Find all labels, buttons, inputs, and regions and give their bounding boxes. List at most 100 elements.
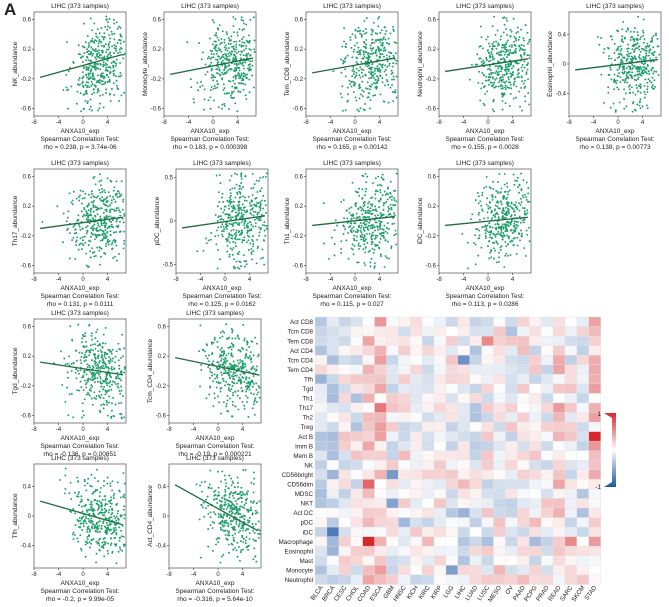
scatter-point xyxy=(642,105,644,107)
scatter-point xyxy=(63,213,65,215)
scatter-point xyxy=(244,357,246,359)
scatter-point xyxy=(635,47,637,49)
scatter-point xyxy=(355,190,357,192)
scatter-point xyxy=(100,200,102,202)
scatter-point xyxy=(104,537,106,539)
scatter-point xyxy=(88,50,90,52)
scatter-point xyxy=(364,194,366,196)
scatter-point xyxy=(252,539,254,541)
scatter-point xyxy=(489,252,491,254)
scatter-point xyxy=(221,55,223,57)
scatter-point xyxy=(105,243,107,245)
scatter-point xyxy=(255,561,257,563)
scatter-point xyxy=(474,234,476,236)
scatter-point xyxy=(245,98,247,100)
scatter-point xyxy=(528,227,530,229)
scatter-point xyxy=(111,410,113,412)
scatter-point xyxy=(120,516,122,518)
scatter-point xyxy=(645,47,647,49)
scatter-point xyxy=(89,503,91,505)
scatter-point xyxy=(122,201,124,203)
scatter-point xyxy=(348,226,350,228)
scatter-point xyxy=(353,217,355,219)
scatter-point xyxy=(370,44,372,46)
scatter-point xyxy=(224,93,226,95)
scatter-point xyxy=(83,208,85,210)
scatter-point xyxy=(340,72,342,74)
scatter-point xyxy=(640,36,642,38)
scatter-point xyxy=(246,200,248,202)
scatter-point xyxy=(371,48,373,50)
scatter-point xyxy=(388,56,390,58)
scatter-point xyxy=(112,242,114,244)
scatter-point xyxy=(230,388,232,390)
scatter-point xyxy=(237,193,239,195)
scatter-point xyxy=(243,518,245,520)
scatter-point xyxy=(394,214,396,216)
y-tick-label: 0.6 xyxy=(295,17,304,23)
scatter-point xyxy=(248,48,250,50)
y-tick-label: 0.6 xyxy=(295,174,304,180)
scatter-point xyxy=(365,226,367,228)
scatter-point xyxy=(496,261,498,263)
scatter-point xyxy=(100,349,102,351)
scatter-point xyxy=(242,360,244,362)
scatter-point xyxy=(85,359,87,361)
scatter-point xyxy=(491,210,493,212)
scatter-point xyxy=(507,40,509,42)
scatter-point xyxy=(347,93,349,95)
scatter-point xyxy=(512,240,514,242)
scatter-point xyxy=(248,249,250,251)
scatter-point xyxy=(256,401,258,403)
y-tick-label: -0.6 xyxy=(293,264,304,270)
scatter-point xyxy=(488,208,490,210)
scatter-point xyxy=(511,46,513,48)
scatter-point xyxy=(513,98,515,100)
scatter-point xyxy=(71,239,73,241)
scatter-point xyxy=(237,267,239,269)
scatter-point xyxy=(241,16,243,18)
scatter-point xyxy=(254,556,256,558)
scatter-point xyxy=(213,53,215,55)
scatter-point xyxy=(213,22,215,24)
scatter-point xyxy=(342,60,344,62)
scatter-point xyxy=(507,243,509,245)
scatter-point xyxy=(381,185,383,187)
scatter-point xyxy=(517,69,519,71)
scatter-point xyxy=(226,213,228,215)
stat-test-label: Spearman Correlation Test: xyxy=(312,136,391,143)
scatter-point xyxy=(123,517,125,519)
x-axis-label: ANXA10_exp xyxy=(595,128,634,135)
scatter-point xyxy=(384,266,386,268)
scatter-point xyxy=(106,531,108,533)
scatter-point xyxy=(240,216,242,218)
scatter-point xyxy=(220,226,222,228)
scatter-point xyxy=(110,208,112,210)
scatter-point xyxy=(222,355,224,357)
scatter-point xyxy=(82,410,84,412)
scatter-point xyxy=(109,93,111,95)
scatter-point xyxy=(107,370,109,372)
scatter-point xyxy=(484,229,486,231)
scatter-point xyxy=(234,233,236,235)
scatter-point xyxy=(84,197,86,199)
scatter-point xyxy=(376,55,378,57)
scatter-point xyxy=(648,78,650,80)
scatter-point xyxy=(630,52,632,54)
scatter-point xyxy=(357,191,359,193)
scatter-point xyxy=(99,368,101,370)
scatter-point xyxy=(251,75,253,77)
scatter-point xyxy=(86,231,88,233)
scatter-point xyxy=(381,235,383,237)
scatter-point xyxy=(655,71,657,73)
scatter-point xyxy=(118,209,120,211)
scatter-point xyxy=(104,82,106,84)
scatter-point xyxy=(598,44,600,46)
scatter-point xyxy=(353,91,355,93)
scatter-point xyxy=(235,337,237,339)
scatter-point xyxy=(485,57,487,59)
scatter-point xyxy=(96,553,98,555)
scatter-point xyxy=(218,364,220,366)
scatter-point xyxy=(249,60,251,62)
scatter-point xyxy=(349,212,351,214)
